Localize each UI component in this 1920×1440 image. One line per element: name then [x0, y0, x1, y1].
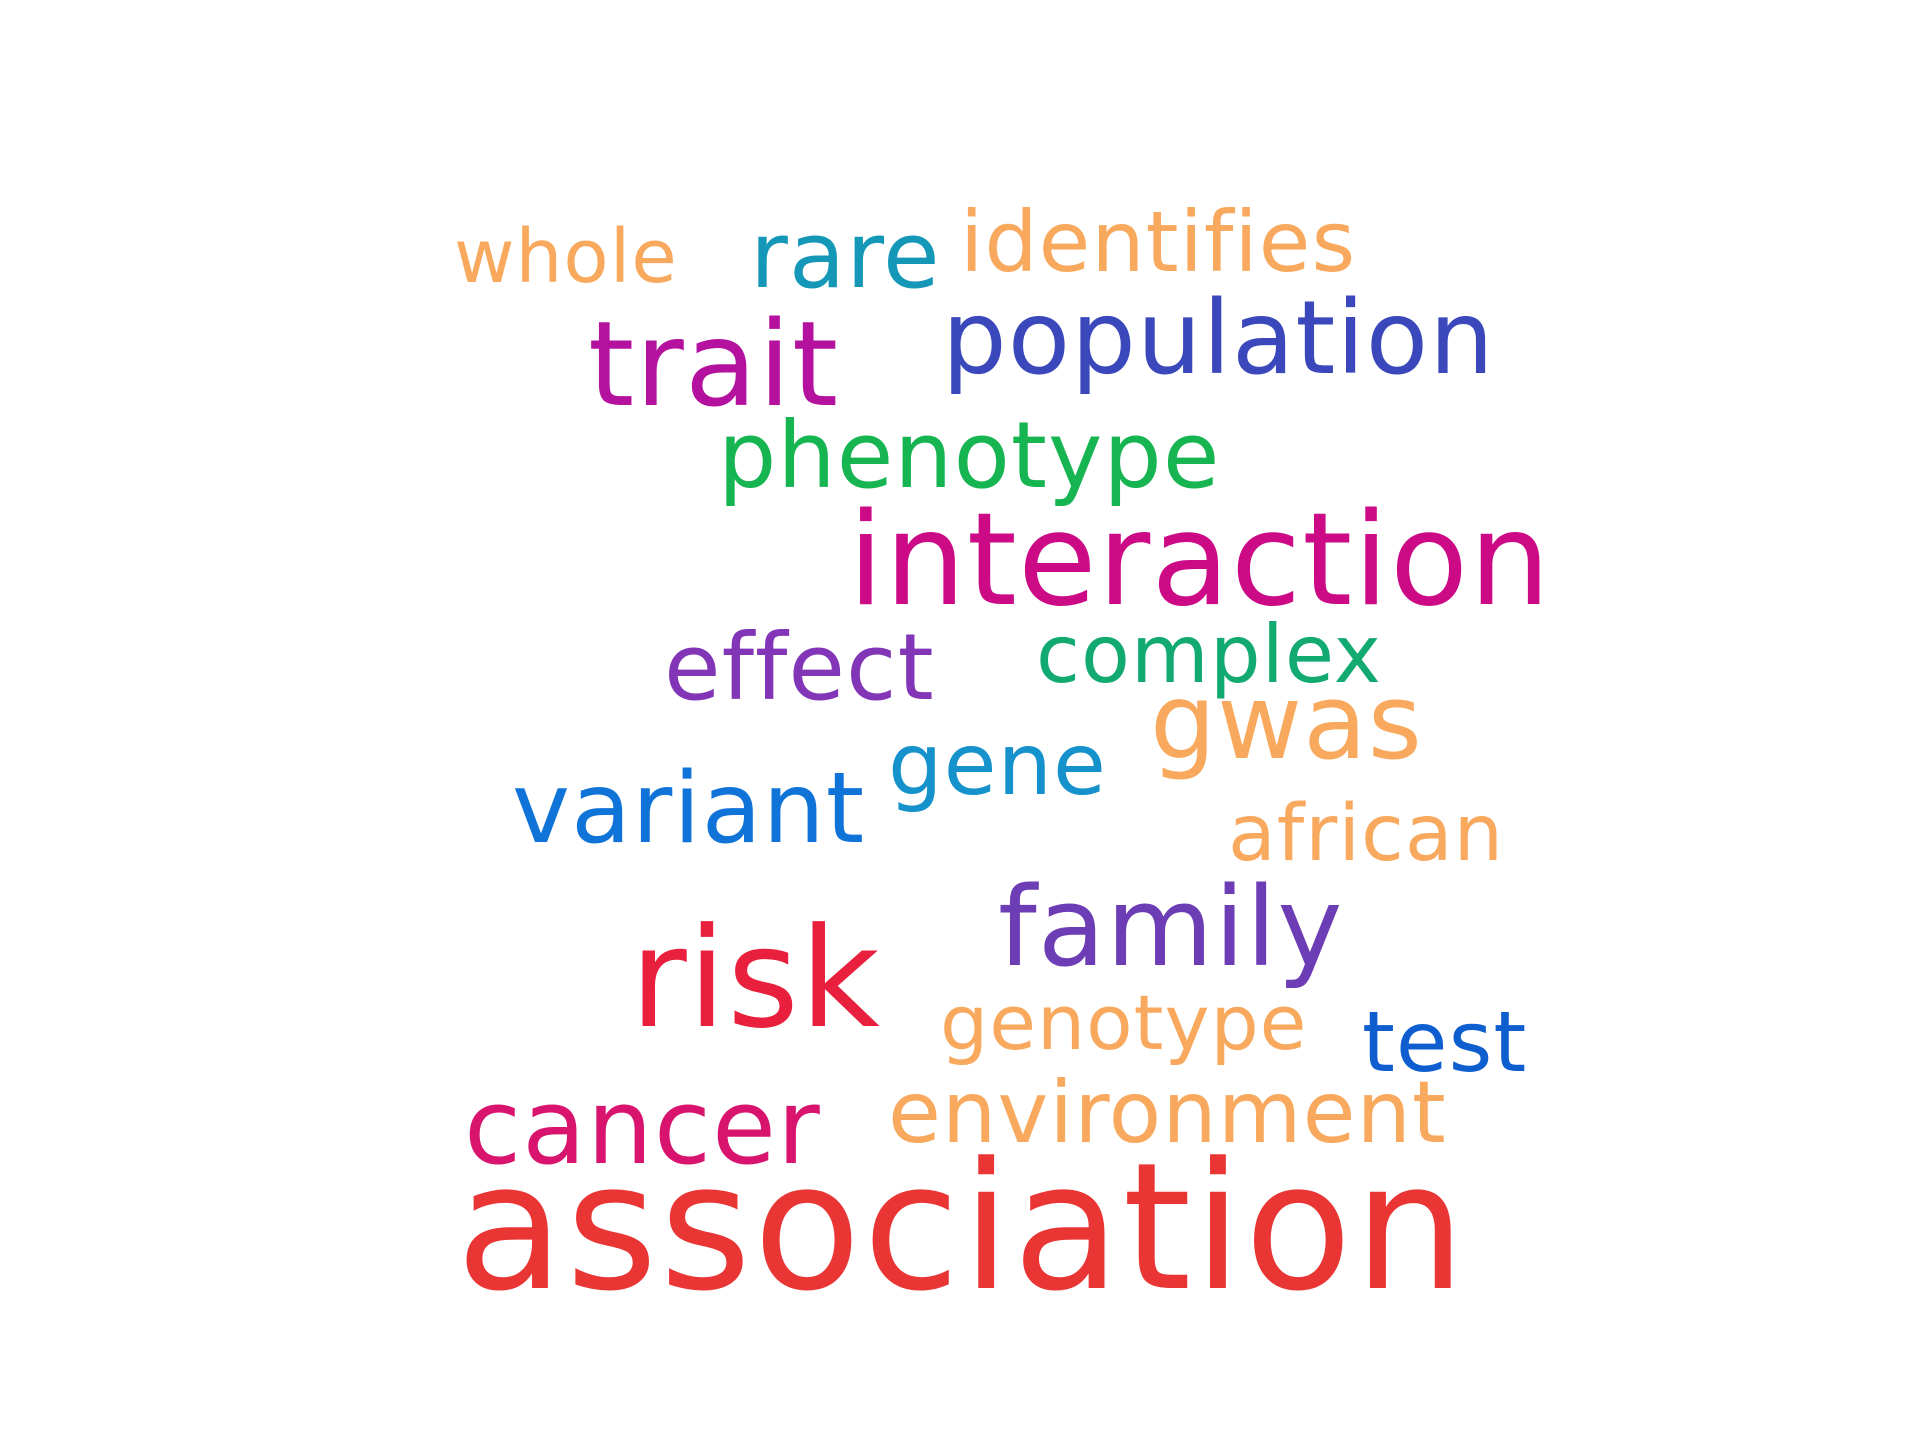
word-gene: gene	[888, 715, 1107, 815]
word-risk: risk	[630, 898, 881, 1059]
word-gwas: gwas	[1150, 661, 1423, 783]
word-whole: whole	[454, 214, 678, 300]
word-cancer: cancer	[464, 1066, 821, 1188]
word-trait: trait	[588, 295, 840, 433]
word-environment: environment	[888, 1063, 1447, 1163]
word-interaction: interaction	[848, 486, 1552, 635]
word-phenotype: phenotype	[718, 402, 1221, 509]
word-association: association	[456, 1125, 1468, 1330]
word-complex: complex	[1036, 608, 1383, 701]
word-variant: variant	[512, 752, 866, 866]
word-population: population	[942, 279, 1495, 398]
word-rare: rare	[750, 202, 941, 309]
word-genotype: genotype	[940, 978, 1308, 1067]
word-effect: effect	[664, 614, 935, 721]
word-family: family	[998, 863, 1344, 991]
word-identifies: identifies	[960, 193, 1357, 291]
word-test: test	[1362, 993, 1528, 1091]
word-african: african	[1228, 789, 1505, 879]
